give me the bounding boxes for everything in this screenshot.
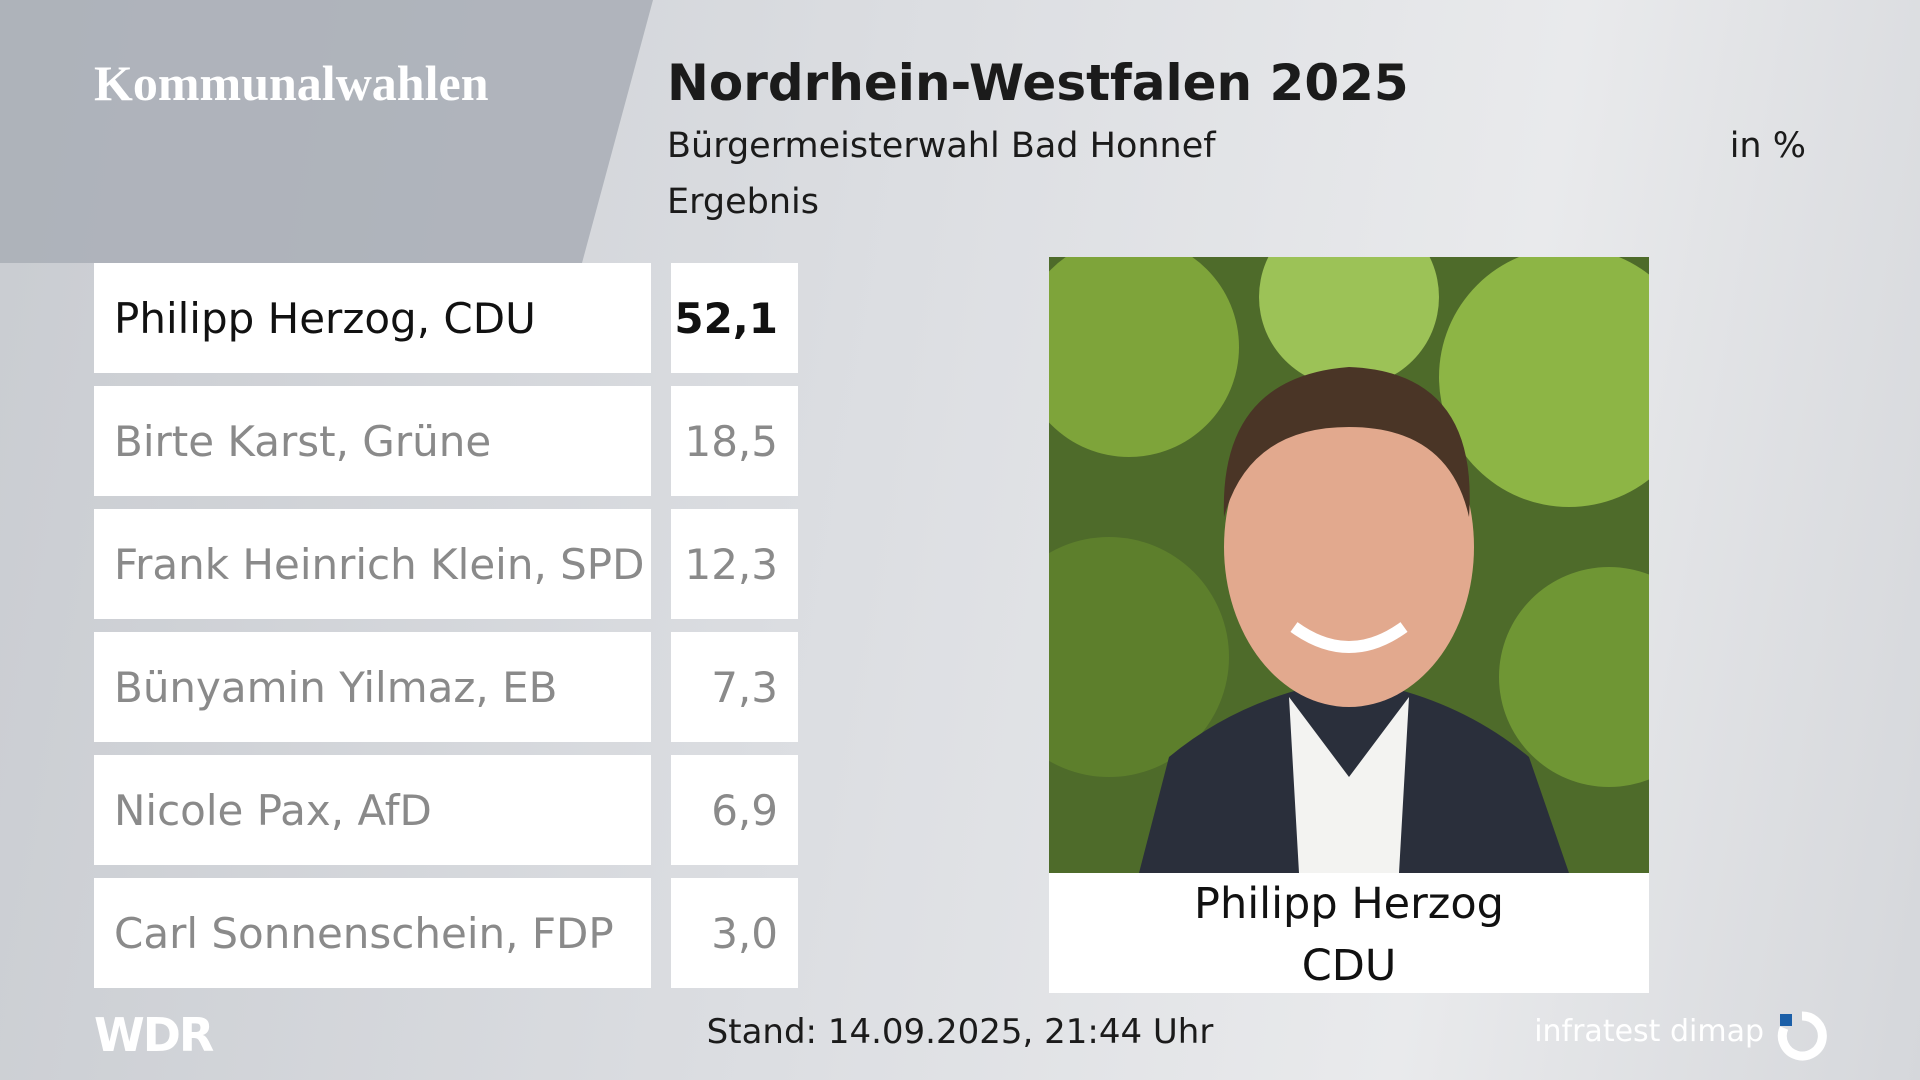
portrait-caption: Philipp Herzog CDU <box>1049 873 1649 993</box>
result-label: Ergebnis <box>667 182 819 222</box>
section-title: Kommunalwahlen <box>94 55 489 111</box>
subtitle: Bürgermeisterwahl Bad Honnef <box>667 126 1216 166</box>
source-logo-icon <box>1777 1011 1827 1061</box>
portrait-name: Philipp Herzog <box>1194 879 1504 929</box>
candidate-result: 18,5 <box>671 386 798 496</box>
candidate-name: Bünyamin Yilmaz, EB <box>94 632 651 742</box>
title: Nordrhein-Westfalen 2025 <box>667 54 1409 112</box>
candidate-name: Frank Heinrich Klein, SPD <box>94 509 651 619</box>
candidate-result: 6,9 <box>671 755 798 865</box>
unit: in % <box>1729 126 1806 166</box>
candidate-result: 3,0 <box>671 878 798 988</box>
logo: WDR <box>94 1008 214 1062</box>
portrait-party: CDU <box>1301 941 1397 991</box>
candidate-name: Carl Sonnenschein, FDP <box>94 878 651 988</box>
timestamp: Stand: 14.09.2025, 21:44 Uhr <box>706 1012 1214 1052</box>
source: infratest dimap <box>1534 1014 1764 1049</box>
candidate-result: 52,1 <box>671 263 798 373</box>
candidate-name: Nicole Pax, AfD <box>94 755 651 865</box>
portrait-photo <box>1049 257 1649 873</box>
candidate-result: 12,3 <box>671 509 798 619</box>
candidate-name: Birte Karst, Grüne <box>94 386 651 496</box>
candidate-name: Philipp Herzog, CDU <box>94 263 651 373</box>
candidate-result: 7,3 <box>671 632 798 742</box>
